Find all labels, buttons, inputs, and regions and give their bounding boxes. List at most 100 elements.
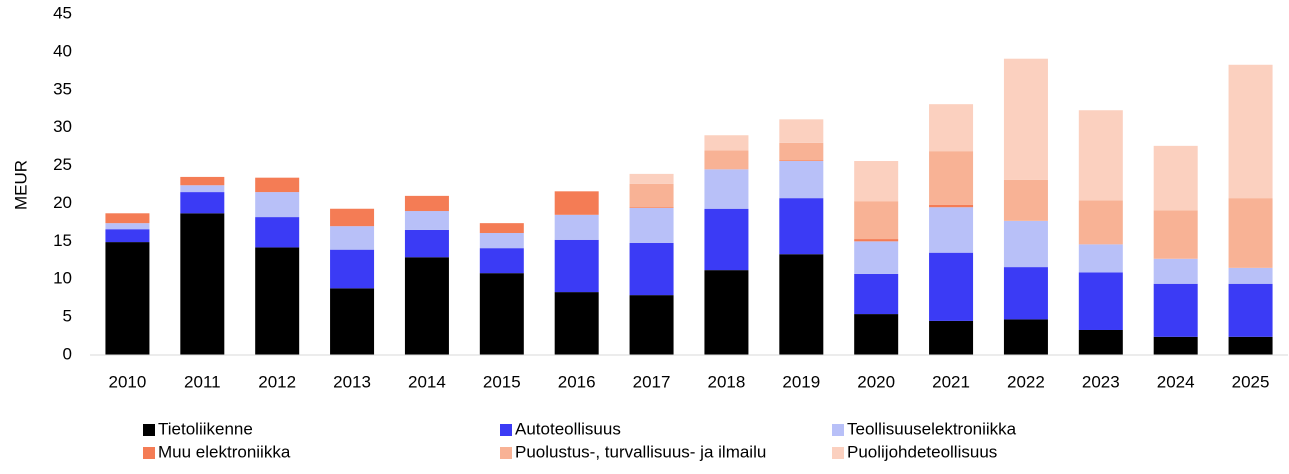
bar-segment bbox=[1228, 64, 1273, 199]
bar-segment bbox=[779, 142, 824, 161]
bar-segment bbox=[1228, 336, 1273, 355]
bar-segment bbox=[330, 208, 375, 227]
bar-segment bbox=[1003, 179, 1048, 221]
x-tick-label: 2017 bbox=[633, 372, 671, 391]
x-tick-label: 2016 bbox=[558, 372, 596, 391]
bar-segment bbox=[629, 173, 674, 184]
legend-swatch bbox=[500, 424, 512, 436]
bar-segment bbox=[779, 161, 824, 199]
bar-segment bbox=[255, 177, 300, 193]
bar-segment bbox=[629, 183, 674, 208]
bar-segment bbox=[105, 223, 150, 230]
legend-label: Autoteollisuus bbox=[515, 419, 621, 438]
legend-swatch bbox=[500, 447, 512, 459]
x-tick-label: 2015 bbox=[483, 372, 521, 391]
legend-label: Muu elektroniikka bbox=[158, 442, 291, 461]
x-tick-label: 2024 bbox=[1157, 372, 1195, 391]
x-tick-label: 2013 bbox=[333, 372, 371, 391]
bar-segment bbox=[180, 176, 225, 186]
x-tick-label: 2021 bbox=[932, 372, 970, 391]
y-tick-label: 5 bbox=[63, 307, 72, 326]
legend-swatch bbox=[143, 447, 155, 459]
bar-segment bbox=[404, 195, 449, 212]
legend-label: Tietoliikenne bbox=[158, 419, 253, 438]
x-tick-label: 2014 bbox=[408, 372, 446, 391]
x-tick-label: 2011 bbox=[184, 372, 221, 391]
bar-segment bbox=[629, 242, 674, 296]
bar-segment bbox=[330, 288, 375, 355]
legend-label: Puolijohdeteollisuus bbox=[847, 442, 997, 461]
bar-segment bbox=[854, 161, 899, 202]
bar-segment bbox=[704, 135, 749, 151]
y-tick-label: 40 bbox=[53, 41, 72, 60]
bar-segment bbox=[854, 201, 899, 240]
bar-segment bbox=[1078, 272, 1123, 330]
y-tick-label: 0 bbox=[63, 344, 72, 363]
legend-label: Teollisuuselektroniikka bbox=[847, 419, 1017, 438]
y-tick-label: 45 bbox=[53, 3, 72, 22]
bar-segment bbox=[704, 270, 749, 355]
bar-segment bbox=[479, 273, 524, 355]
x-tick-label: 2018 bbox=[708, 372, 746, 391]
bar-segment bbox=[1153, 336, 1198, 355]
bar-segment bbox=[1153, 210, 1198, 259]
bar-segment bbox=[1078, 244, 1123, 273]
legend-label: Puolustus-, turvallisuus- ja ilmailu bbox=[515, 442, 766, 461]
bar-segment bbox=[929, 204, 974, 208]
legend-swatch bbox=[832, 424, 844, 436]
bar-segment bbox=[1003, 267, 1048, 320]
bar-segment bbox=[1003, 319, 1048, 355]
bar-segment bbox=[554, 191, 599, 215]
bar-segment bbox=[554, 214, 599, 240]
bar-segment bbox=[1228, 267, 1273, 284]
legend-swatch bbox=[832, 447, 844, 459]
x-tick-label: 2025 bbox=[1232, 372, 1270, 391]
x-tick-label: 2010 bbox=[109, 372, 147, 391]
bar-segment bbox=[180, 192, 225, 214]
y-tick-label: 35 bbox=[53, 79, 72, 98]
bar-segment bbox=[1153, 145, 1198, 211]
bar-segment bbox=[854, 273, 899, 315]
bar-segment bbox=[479, 232, 524, 249]
y-tick-label: 15 bbox=[53, 231, 72, 250]
bar-segment bbox=[404, 257, 449, 355]
bar-segment bbox=[330, 226, 375, 250]
y-tick-label: 30 bbox=[53, 117, 72, 136]
bar-segment bbox=[1078, 110, 1123, 201]
y-tick-label: 25 bbox=[53, 155, 72, 174]
y-axis-label: MEUR bbox=[11, 160, 30, 210]
x-tick-label: 2022 bbox=[1007, 372, 1045, 391]
bar-segment bbox=[554, 239, 599, 293]
bar-segment bbox=[1003, 58, 1048, 180]
bar-segment bbox=[1003, 220, 1048, 268]
bar-segment bbox=[1078, 200, 1123, 245]
bar-segment bbox=[779, 119, 824, 143]
bar-segment bbox=[1228, 198, 1273, 268]
bar-segment bbox=[629, 295, 674, 355]
bar-segment bbox=[255, 217, 300, 248]
bar-segment bbox=[404, 211, 449, 230]
bar-segment bbox=[180, 213, 225, 355]
bar-segment bbox=[854, 241, 899, 274]
x-tick-label: 2019 bbox=[782, 372, 820, 391]
bar-segment bbox=[404, 229, 449, 258]
bar-segment bbox=[704, 169, 749, 209]
bar-segment bbox=[704, 150, 749, 170]
bar-segment bbox=[779, 160, 824, 162]
bar-segment bbox=[255, 247, 300, 355]
bar-segment bbox=[105, 213, 150, 224]
bar-segment bbox=[854, 314, 899, 355]
bar-segment bbox=[479, 248, 524, 274]
bar-segment bbox=[330, 249, 375, 289]
bar-segment bbox=[180, 185, 225, 193]
bar-segment bbox=[479, 223, 524, 233]
bar-segment bbox=[105, 229, 150, 243]
bar-segment bbox=[779, 198, 824, 255]
x-tick-label: 2023 bbox=[1082, 372, 1120, 391]
legend-swatch bbox=[143, 424, 155, 436]
bar-segment bbox=[105, 242, 150, 355]
bar-segment bbox=[629, 207, 674, 208]
bar-segment bbox=[1078, 329, 1123, 355]
x-tick-label: 2012 bbox=[258, 372, 296, 391]
